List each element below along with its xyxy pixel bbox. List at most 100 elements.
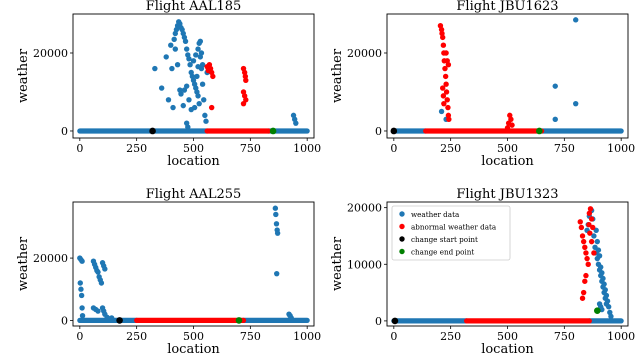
legend-label: change start point	[411, 235, 478, 244]
weather-point	[183, 83, 190, 89]
weather-point	[79, 313, 86, 319]
weather-point	[180, 102, 186, 109]
weather-point	[199, 81, 206, 87]
x-tick-label: 250	[126, 330, 147, 343]
y-axis-label: weather	[16, 236, 31, 291]
plot-frame	[386, 201, 629, 327]
weather-point	[273, 211, 279, 218]
legend-marker	[399, 211, 405, 217]
weather-point	[185, 124, 191, 130]
weather-point	[195, 46, 201, 52]
weather-point	[603, 292, 610, 299]
x-tick-label: 0	[390, 330, 397, 343]
legend: weather data abnormal weather data change …	[391, 205, 511, 261]
weather-point	[195, 63, 201, 70]
change-start-point	[390, 127, 398, 135]
weather-point	[181, 87, 188, 93]
weather-point	[608, 313, 614, 320]
weather-point	[196, 100, 202, 107]
x-tick-label: 500	[183, 330, 204, 343]
weather-point	[274, 270, 280, 277]
abnormal-point	[446, 116, 452, 122]
x-axis-label: location	[481, 342, 534, 356]
weather-point	[190, 58, 197, 64]
abnormal-point	[588, 216, 595, 222]
abnormal-point	[504, 125, 511, 131]
abnormal-point	[584, 255, 590, 262]
abnormal-point	[443, 81, 449, 87]
weather-point	[78, 286, 84, 292]
x-axis-label: location	[167, 154, 220, 169]
abnormal-point	[583, 250, 589, 256]
weather-point	[171, 36, 177, 43]
x-tick-label: 1000	[607, 330, 635, 343]
y-tick-label: 0	[375, 315, 382, 328]
weather-point	[102, 266, 108, 272]
weather-point	[108, 315, 115, 321]
weather-point	[78, 292, 85, 299]
x-tick-label: 750	[554, 142, 575, 155]
weather-point	[596, 253, 603, 259]
abnormal-point	[445, 112, 452, 119]
abnormal-point	[440, 42, 447, 48]
abnormal-point	[586, 210, 593, 217]
y-tick-label: 0	[61, 314, 68, 327]
abnormal-point	[583, 272, 589, 279]
weather-point	[95, 269, 101, 275]
weather-point	[186, 97, 192, 103]
weather-point	[598, 264, 604, 270]
x-tick-label: 500	[497, 142, 518, 155]
weather-point	[79, 258, 85, 264]
weather-point	[288, 315, 294, 321]
abnormal-point	[441, 100, 447, 107]
weather-point	[272, 205, 279, 211]
x-tick-label: 750	[240, 330, 261, 343]
y-tick-label: 20000	[33, 47, 68, 60]
weather-point	[438, 108, 445, 115]
abnormal-point	[579, 233, 586, 239]
y-axis-label: weather	[330, 236, 345, 291]
weather-point	[186, 56, 192, 62]
abnormal-point	[240, 100, 247, 107]
chart-title: Flight AAL185	[146, 0, 242, 14]
abnormal-point	[585, 261, 591, 267]
weather-point	[194, 73, 200, 80]
abnormal-point	[591, 250, 597, 256]
abnormal-point	[242, 73, 249, 80]
x-axis-label: location	[481, 154, 534, 169]
x-tick-label: 0	[76, 142, 83, 155]
weather-point	[98, 280, 105, 286]
weather-point	[595, 247, 602, 253]
y-tick-label: 10000	[347, 258, 382, 271]
weather-point	[195, 93, 201, 99]
weather-point	[182, 38, 189, 44]
change-start-point	[391, 317, 399, 325]
abnormal-point	[243, 97, 249, 103]
weather-point	[163, 54, 169, 60]
abnormal-point	[445, 61, 452, 68]
weather-point	[165, 97, 172, 103]
abnormal-point	[580, 238, 587, 245]
chart-title: Flight JBU1323	[456, 187, 558, 202]
weather-point	[169, 65, 175, 72]
weather-point	[552, 116, 558, 122]
weather-point	[188, 106, 194, 113]
weather-point	[95, 308, 101, 314]
change-start-point	[116, 317, 123, 324]
weather-point	[573, 100, 579, 107]
abnormal-point	[210, 73, 216, 80]
x-tick-label: 250	[440, 142, 461, 155]
abnormal-point	[578, 224, 585, 231]
abnormal-point	[243, 77, 249, 83]
weather-point	[604, 298, 611, 304]
change-end-point	[594, 307, 601, 315]
abnormal-point	[587, 206, 594, 212]
weather-point	[601, 281, 607, 287]
chart-panel-3: Flight AAL255 0 250 500 750 1000 0 20000 locatio…	[16, 187, 321, 357]
legend-label: weather data	[411, 210, 460, 219]
x-tick-label: 0	[390, 142, 397, 155]
x-tick-label: 500	[497, 330, 518, 343]
